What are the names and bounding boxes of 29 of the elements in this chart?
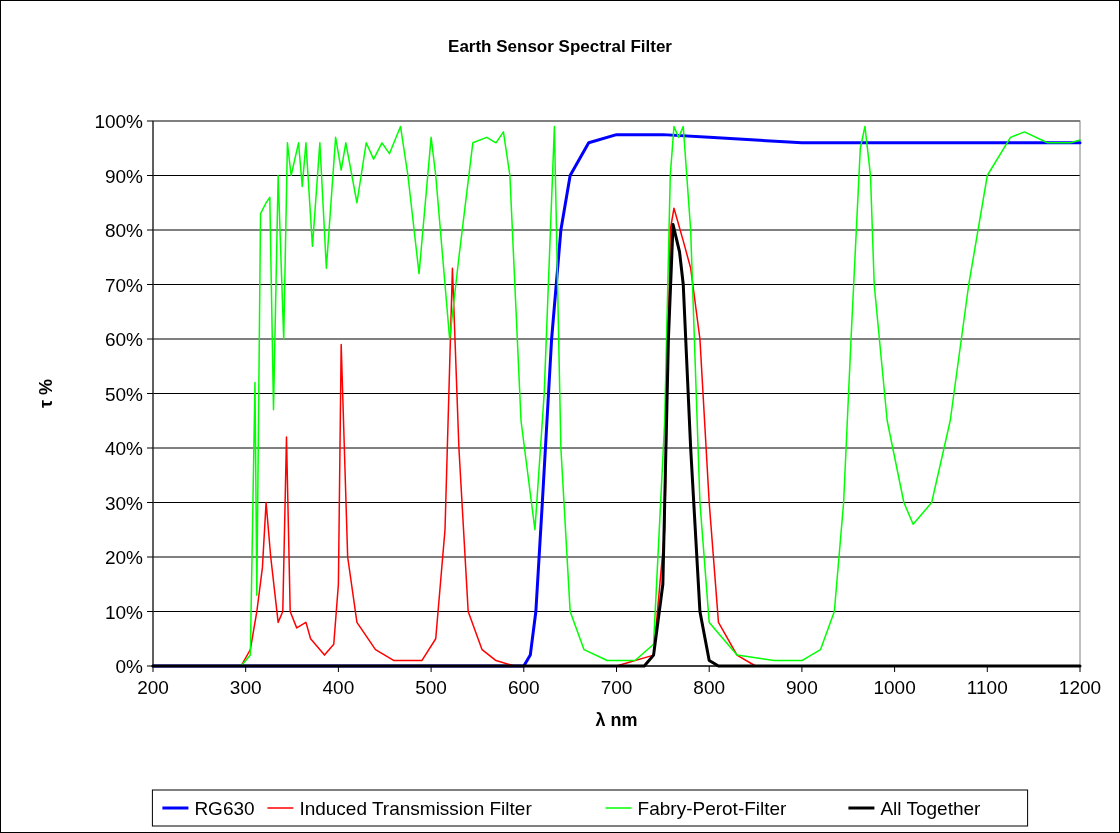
y-axis-title: τ % — [36, 378, 56, 409]
x-tick-label: 800 — [693, 677, 726, 698]
chart-title: Earth Sensor Spectral Filter — [448, 37, 673, 56]
legend-label: All Together — [880, 798, 982, 819]
x-tick-label: 600 — [507, 677, 540, 698]
x-tick-label: 400 — [322, 677, 355, 698]
x-axis-title: λ nm — [595, 710, 638, 730]
y-tick-label: 30% — [104, 492, 144, 514]
x-tick-label: 500 — [415, 677, 447, 698]
x-tick-label: 900 — [786, 677, 818, 698]
y-tick-label: 10% — [104, 601, 144, 623]
legend-label: Induced Transmission Filter — [299, 798, 533, 819]
x-tick-label: 1200 — [1058, 677, 1102, 698]
x-tick-label: 1100 — [966, 677, 1008, 698]
x-tick-label: 1000 — [873, 677, 916, 698]
y-tick-label: 50% — [104, 383, 144, 405]
x-tick-label: 300 — [229, 677, 262, 698]
legend-label: RG630 — [194, 798, 255, 819]
y-tick-label: 60% — [104, 329, 144, 350]
y-tick-label: 90% — [104, 165, 144, 187]
x-tick-label: 700 — [600, 677, 633, 698]
y-tick-label: 40% — [104, 438, 144, 459]
y-tick-label: 0% — [115, 656, 144, 677]
legend-label: Fabry-Perot-Filter — [637, 798, 788, 819]
y-tick-label: 100% — [94, 111, 144, 132]
x-tick-label: 200 — [137, 677, 169, 698]
y-tick-label: 20% — [104, 547, 144, 568]
y-tick-label: 70% — [104, 274, 144, 296]
y-tick-label: 80% — [104, 220, 144, 241]
